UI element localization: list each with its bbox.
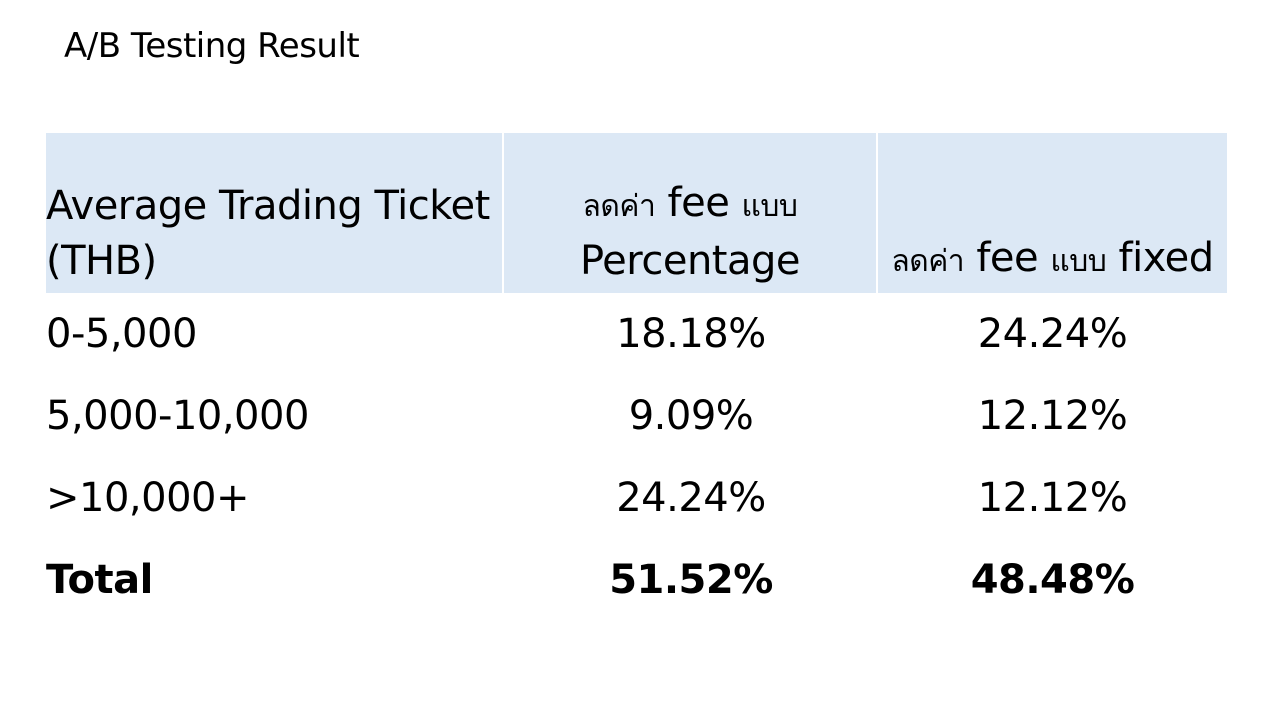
total-row: Total 51.52% 48.48% [46,539,1227,621]
header-cell-fixed: ลดค่า fee แบบ fixed [878,133,1227,293]
header-fixed-thai-b: แบบ [1050,244,1107,279]
total-percentage: 51.52% [609,557,773,603]
row-range: 0-5,000 [46,311,197,357]
row-fixed: 12.12% [977,393,1128,439]
row-range: >10,000+ [46,475,250,521]
row-fixed: 12.12% [977,475,1128,521]
total-fixed: 48.48% [970,557,1135,603]
header-percentage-label: ลดค่า fee แบบ Percentage [504,176,876,289]
slide-title: A/B Testing Result [64,26,360,66]
results-table: Average Trading Ticket (THB) ลดค่า fee แ… [46,133,1227,621]
header-fixed-fee: fee [964,235,1051,281]
total-label: Total [46,557,153,603]
row-percentage: 18.18% [616,311,766,357]
table-header-row: Average Trading Ticket (THB) ลดค่า fee แ… [46,133,1227,293]
row-percentage: 9.09% [628,393,754,439]
header-ticket-label: Average Trading Ticket (THB) [46,183,490,284]
table-row: 5,000-10,000 9.09% 12.12% [46,375,1227,457]
row-percentage: 24.24% [616,475,766,521]
header-fixed-end: fixed [1106,235,1214,281]
header-percentage-line1: ลดค่า fee แบบ [504,176,876,234]
table-row: >10,000+ 24.24% 12.12% [46,457,1227,539]
header-cell-ticket: Average Trading Ticket (THB) [46,133,502,293]
header-percentage-thai-b: แบบ [741,189,798,224]
header-fixed-thai-a: ลดค่า [891,244,965,279]
header-cell-percentage: ลดค่า fee แบบ Percentage [504,133,876,293]
header-fixed-label: ลดค่า fee แบบ fixed [878,231,1227,289]
row-range: 5,000-10,000 [46,393,309,439]
header-percentage-line2: Percentage [579,238,801,284]
row-fixed: 24.24% [977,311,1128,357]
header-percentage-thai-a: ลดค่า [582,189,656,224]
table-row: 0-5,000 18.18% 24.24% [46,293,1227,375]
header-percentage-fee: fee [655,180,742,226]
